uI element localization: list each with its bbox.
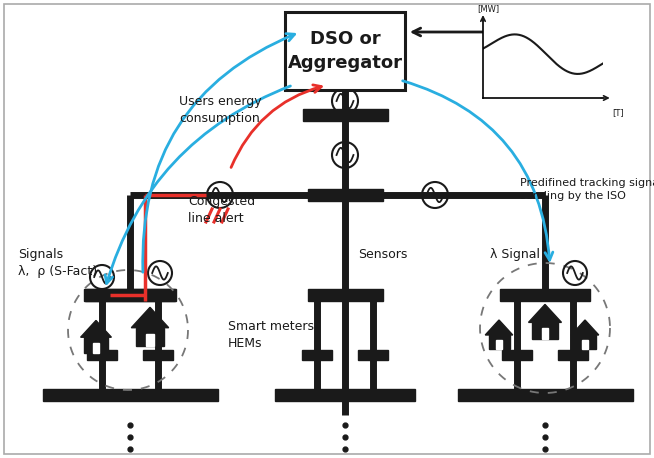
Bar [87,350,117,360]
Bar [307,289,383,301]
Bar [582,340,588,349]
Bar [84,337,108,353]
Bar [500,289,590,301]
Bar [358,350,388,360]
Bar [93,343,99,353]
Bar [85,289,175,301]
Bar [84,289,176,301]
Bar [542,328,548,339]
Text: Predifined tracking signal
sending by the ISO: Predifined tracking signal sending by th… [520,178,654,201]
Bar [458,389,632,401]
Bar [574,335,596,349]
Bar [275,389,415,401]
Bar [489,335,509,349]
Bar [532,322,558,339]
Bar [502,350,532,360]
Bar [307,189,383,201]
Text: Signals
λ,  ρ (S-Fact): Signals λ, ρ (S-Fact) [18,248,97,278]
Bar [146,334,154,346]
Bar [143,350,173,360]
Bar [302,350,332,360]
Text: [MW]: [MW] [477,4,499,13]
Polygon shape [571,320,599,335]
Bar [496,340,502,349]
Bar [285,12,405,90]
Bar [136,328,164,346]
Text: DSO or
Aggregator: DSO or Aggregator [288,29,402,72]
Text: Users energy
consumption: Users energy consumption [179,95,262,125]
Text: [T]: [T] [613,108,624,117]
Text: Sensors: Sensors [358,248,407,261]
Bar [558,350,588,360]
Text: Congested
line alert: Congested line alert [188,195,255,225]
Polygon shape [80,321,111,337]
Polygon shape [131,307,169,328]
Polygon shape [528,305,562,322]
Text: Smart meters
HEMs: Smart meters HEMs [228,320,314,350]
Bar [43,389,218,401]
Polygon shape [485,320,513,335]
Text: λ Signal: λ Signal [490,248,540,261]
Bar [303,109,388,121]
